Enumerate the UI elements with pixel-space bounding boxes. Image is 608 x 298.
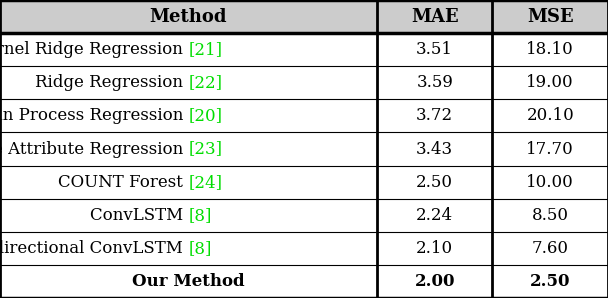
Text: 8.50: 8.50: [532, 207, 568, 224]
Text: [20]: [20]: [188, 107, 223, 124]
Text: [21]: [21]: [188, 41, 223, 58]
Text: Method: Method: [150, 7, 227, 26]
Text: MAE: MAE: [411, 7, 458, 26]
Text: 18.10: 18.10: [527, 41, 574, 58]
Text: ConvLSTM: ConvLSTM: [90, 207, 188, 224]
Text: 2.24: 2.24: [416, 207, 454, 224]
Text: 2.10: 2.10: [416, 240, 454, 257]
Text: COUNT Forest: COUNT Forest: [58, 174, 188, 191]
Text: 2.00: 2.00: [415, 273, 455, 290]
Text: Ridge Regression: Ridge Regression: [35, 74, 188, 91]
Text: 2.50: 2.50: [530, 273, 570, 290]
Text: 20.10: 20.10: [527, 107, 574, 124]
Text: Our Method: Our Method: [132, 273, 245, 290]
Text: Cumulative Attribute Regression: Cumulative Attribute Regression: [0, 140, 188, 158]
Text: 10.00: 10.00: [527, 174, 574, 191]
Text: 17.70: 17.70: [527, 140, 574, 158]
Text: MSE: MSE: [527, 7, 573, 26]
Text: [22]: [22]: [188, 74, 223, 91]
Bar: [0, 0, 608, 33]
Text: 2.50: 2.50: [416, 174, 453, 191]
Text: 3.43: 3.43: [416, 140, 454, 158]
Text: Kernel Ridge Regression: Kernel Ridge Regression: [0, 41, 188, 58]
Text: 3.72: 3.72: [416, 107, 454, 124]
Text: Gaussian Process Regression: Gaussian Process Regression: [0, 107, 188, 124]
Text: 3.59: 3.59: [416, 74, 453, 91]
Text: [23]: [23]: [188, 140, 223, 158]
Text: 3.51: 3.51: [416, 41, 453, 58]
Text: 19.00: 19.00: [527, 74, 574, 91]
Text: 7.60: 7.60: [532, 240, 568, 257]
Text: [8]: [8]: [188, 207, 212, 224]
Text: [8]: [8]: [188, 240, 212, 257]
Text: [24]: [24]: [188, 174, 223, 191]
Text: Bidirectional ConvLSTM: Bidirectional ConvLSTM: [0, 240, 188, 257]
